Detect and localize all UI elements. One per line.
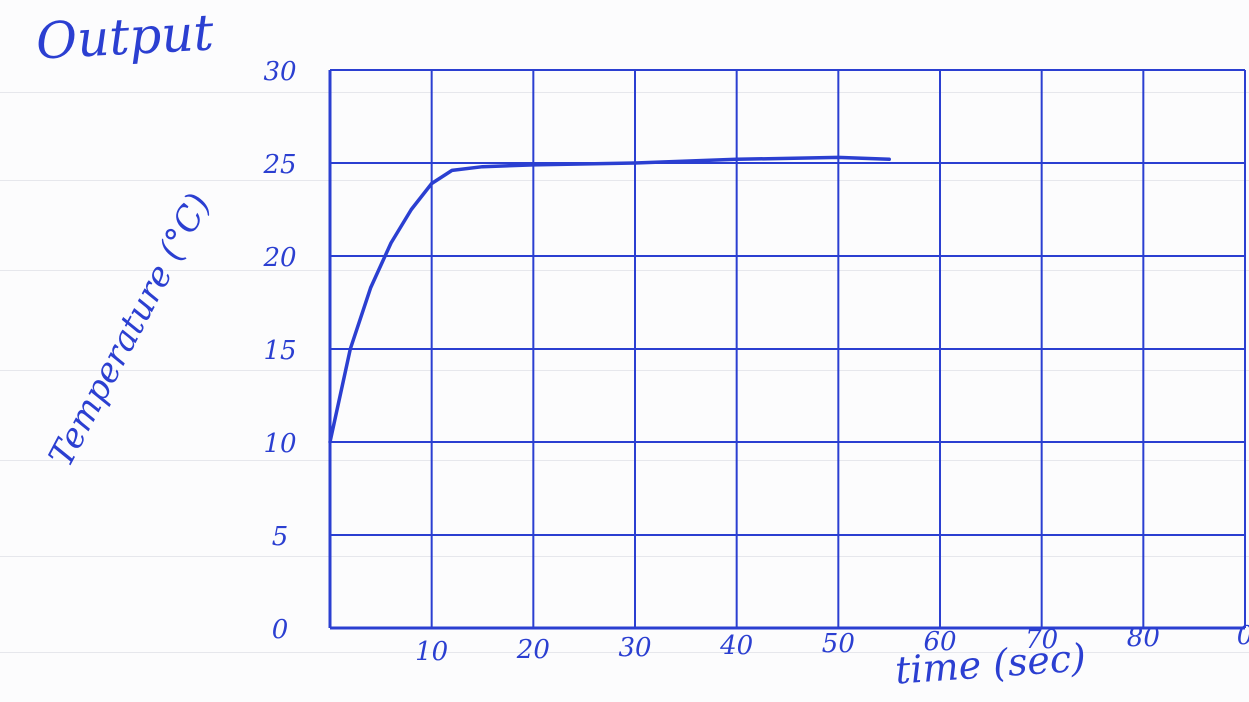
- page-ruling: [0, 460, 1249, 461]
- chart-grid: [328, 69, 1246, 630]
- chart-tick-labels: 0 5 10 15 20 25 30 10 20 30 40 50 60 70 80 0: [262, 57, 1249, 667]
- series-point: [481, 165, 484, 169]
- x-tick-label: 40: [719, 631, 753, 661]
- y-tick-label: 0: [272, 615, 289, 645]
- series-point: [409, 208, 413, 211]
- series-point: [389, 241, 393, 245]
- series-line: [328, 155, 891, 444]
- x-tick-label: 70: [1025, 625, 1058, 655]
- page-ruling: [0, 556, 1249, 557]
- y-tick-label: 15: [263, 336, 296, 366]
- y-tick-label: 20: [262, 243, 296, 273]
- series-point: [887, 157, 891, 161]
- page-ruling: [0, 180, 1249, 181]
- y-tick-label: 25: [262, 150, 296, 180]
- chart-title: Output: [34, 3, 215, 71]
- series-point: [633, 161, 637, 165]
- series-point: [348, 347, 352, 351]
- series-point: [531, 163, 535, 167]
- x-tick-label: 80: [1127, 623, 1160, 653]
- y-tick-label: 10: [263, 429, 296, 459]
- series-point: [836, 155, 840, 159]
- series-point: [735, 157, 739, 161]
- series-point: [328, 440, 332, 444]
- x-tick-label: 0: [1237, 621, 1249, 651]
- series-point: [450, 168, 454, 172]
- series-point: [369, 286, 373, 290]
- series-point: [430, 181, 434, 185]
- y-tick-label: 5: [272, 522, 289, 552]
- x-tick-label: 60: [923, 627, 956, 657]
- y-tick-label: 30: [263, 57, 296, 87]
- x-tick-label: 20: [516, 635, 550, 665]
- page-ruling: [0, 270, 1249, 271]
- x-tick-label: 10: [415, 637, 448, 667]
- x-tick-label: 50: [822, 629, 855, 659]
- x-tick-label: 30: [618, 633, 651, 663]
- page-ruling: [0, 92, 1249, 93]
- chart-series: [328, 155, 891, 444]
- page-ruling: [0, 652, 1249, 653]
- page-ruling: [0, 370, 1249, 371]
